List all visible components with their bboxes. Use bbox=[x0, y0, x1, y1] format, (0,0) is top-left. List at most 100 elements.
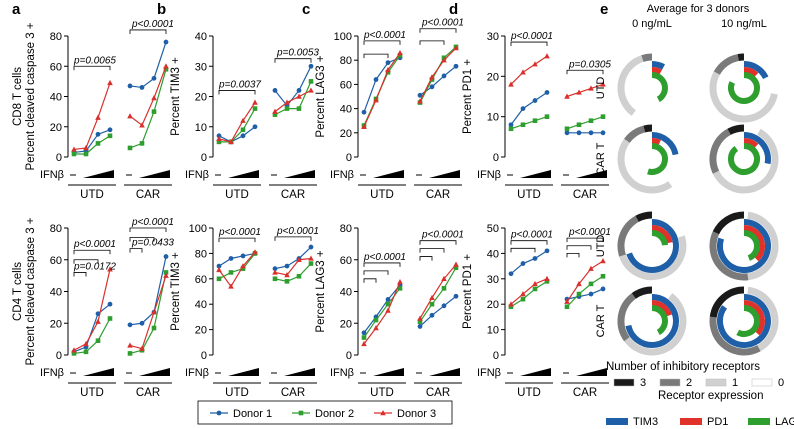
data-point bbox=[216, 266, 222, 273]
series-donor-3 bbox=[508, 258, 606, 307]
series-donor-2 bbox=[216, 251, 314, 284]
data-point bbox=[385, 66, 391, 73]
treatment-label: IFNβ bbox=[330, 169, 354, 181]
data-point bbox=[95, 141, 101, 146]
y-axis-label: Percent PD1 + bbox=[462, 254, 474, 329]
significance-bracket bbox=[129, 29, 167, 34]
data-point bbox=[151, 109, 157, 114]
inhibitory-legend-label: 1 bbox=[732, 377, 738, 389]
y-tick-label: 0 bbox=[493, 350, 499, 362]
series-line bbox=[510, 116, 548, 130]
data-point bbox=[508, 271, 514, 277]
data-point bbox=[228, 138, 234, 145]
data-point bbox=[308, 87, 314, 93]
panel-b-top: 0 10 20 30 40 Percent TIM3 + b p=0.0037 p=0.0053… bbox=[157, 1, 319, 201]
series-line bbox=[129, 41, 167, 89]
p-value-label: p<0.0001 bbox=[421, 230, 464, 241]
dose-wedge bbox=[576, 170, 607, 178]
dose-wedge bbox=[139, 368, 170, 376]
series-line bbox=[419, 264, 457, 319]
series-donor-1 bbox=[71, 254, 169, 355]
data-point bbox=[252, 124, 258, 130]
data-point bbox=[397, 278, 403, 285]
data-point bbox=[588, 291, 594, 297]
data-point bbox=[397, 286, 403, 291]
receptor-count-arc bbox=[747, 286, 779, 352]
data-point bbox=[240, 127, 246, 133]
y-tick-label: 80 bbox=[340, 223, 352, 235]
data-point bbox=[216, 263, 222, 269]
y-axis-label: Percent cleaved caspase 3 + bbox=[25, 22, 37, 170]
significance-bracket bbox=[566, 69, 604, 75]
data-point bbox=[139, 122, 145, 128]
group-label-car: CAR bbox=[136, 387, 160, 399]
data-point bbox=[308, 261, 314, 266]
y-axis-label: Percent cleaved caspase 3 + bbox=[25, 217, 37, 365]
p-value-label: p<0.0001 bbox=[421, 18, 464, 29]
data-point bbox=[284, 279, 290, 284]
receptor-legend-label: TIM3 bbox=[633, 416, 658, 428]
data-point bbox=[544, 114, 550, 119]
pie-chart bbox=[709, 211, 779, 281]
p-value-label: p<0.0001 bbox=[73, 239, 116, 250]
data-point bbox=[564, 130, 570, 136]
series-line bbox=[510, 278, 548, 305]
significance-bracket bbox=[510, 240, 548, 245]
data-point bbox=[240, 117, 246, 123]
p-value-label: p<0.0001 bbox=[568, 227, 611, 238]
data-point bbox=[532, 61, 538, 67]
lag3-arc bbox=[743, 230, 760, 261]
y-tick-label: 100 bbox=[189, 223, 207, 235]
y-tick-label: 10 bbox=[195, 122, 207, 134]
dose-wedge bbox=[83, 170, 114, 178]
series-line bbox=[566, 116, 604, 130]
receptor-count-arc bbox=[617, 55, 644, 116]
p-value-label: p=0.0172 bbox=[73, 261, 116, 272]
receptor-count-arc bbox=[619, 235, 687, 281]
data-point bbox=[296, 273, 302, 279]
y-tick-label: 40 bbox=[195, 31, 207, 43]
data-point bbox=[532, 118, 538, 123]
data-point bbox=[284, 271, 290, 278]
inhibitory-swatch bbox=[613, 378, 635, 387]
p-value-label: p<0.0001 bbox=[510, 230, 553, 241]
receptor-count-arc bbox=[624, 293, 687, 356]
panel-e-title: Average for 3 donors bbox=[647, 3, 750, 15]
data-point bbox=[361, 330, 367, 336]
data-point bbox=[163, 39, 169, 45]
data-point bbox=[453, 45, 459, 51]
series-line bbox=[274, 263, 312, 282]
significance-bracket bbox=[566, 245, 592, 250]
series-line bbox=[218, 252, 256, 267]
y-tick-label: 60 bbox=[340, 79, 352, 91]
y-tick-label: 0 bbox=[346, 350, 352, 362]
y-tick-label: 40 bbox=[50, 92, 62, 104]
y-tick-label: 100 bbox=[334, 31, 352, 43]
data-point bbox=[520, 106, 526, 111]
group-label-utd: UTD bbox=[225, 387, 249, 399]
series-line bbox=[218, 253, 256, 280]
data-point bbox=[600, 273, 606, 279]
series-line bbox=[73, 82, 111, 151]
data-point bbox=[429, 77, 435, 82]
pd1-arc bbox=[743, 225, 765, 262]
treatment-label: IFNβ bbox=[40, 169, 64, 181]
series-line bbox=[73, 269, 111, 351]
y-tick-label: 40 bbox=[195, 299, 207, 311]
significance-bracket bbox=[73, 259, 99, 264]
receptor-count-arc bbox=[743, 53, 779, 95]
data-point bbox=[127, 145, 133, 151]
lag3-arc bbox=[651, 230, 668, 246]
data-point bbox=[284, 99, 290, 105]
data-point bbox=[588, 85, 594, 91]
series-line bbox=[129, 66, 167, 127]
dose-wedge bbox=[228, 368, 259, 376]
group-label-car: CAR bbox=[573, 189, 597, 201]
pie-chart bbox=[617, 124, 687, 194]
data-point bbox=[228, 270, 234, 275]
data-point bbox=[417, 324, 423, 329]
data-point bbox=[373, 97, 379, 103]
receptor-swatch bbox=[680, 418, 702, 425]
receptor-count-arc bbox=[617, 293, 636, 342]
data-point bbox=[564, 298, 570, 304]
